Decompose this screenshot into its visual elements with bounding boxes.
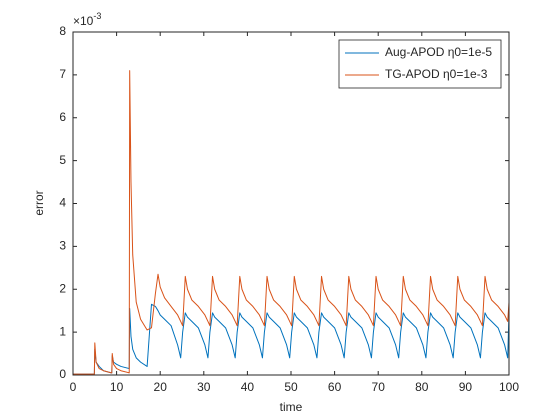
x-tick-label: 30	[197, 380, 211, 394]
plot-area	[73, 32, 509, 375]
legend-label: TG-APOD η0=1e-3	[385, 67, 488, 81]
axes-box	[72, 31, 510, 376]
y-exponent-base: ×10	[73, 14, 94, 28]
y-tick-label: 1	[59, 324, 66, 338]
x-tick-label: 70	[372, 380, 386, 394]
series-line	[73, 303, 510, 375]
y-tick-label: 2	[59, 281, 66, 295]
y-tick-label: 0	[59, 367, 66, 381]
y-tick-label: 3	[59, 239, 66, 253]
x-tick-label: 40	[241, 380, 255, 394]
x-tick-label: 100	[499, 380, 519, 394]
legend-label: Aug-APOD η0=1e-5	[385, 45, 492, 59]
x-tick-label: 90	[459, 380, 473, 394]
y-tick-label: 6	[59, 110, 66, 124]
y-tick-label: 4	[59, 196, 66, 210]
y-exponent: ×10-3	[73, 11, 101, 28]
y-tick-label: 5	[59, 153, 66, 167]
x-tick-label: 10	[110, 380, 124, 394]
y-tick-label: 7	[59, 67, 66, 81]
x-tick-label: 50	[284, 380, 298, 394]
x-tick-label: 80	[415, 380, 429, 394]
y-exponent-power: -3	[93, 11, 101, 21]
legend-box	[338, 39, 502, 89]
x-axis-label: time	[280, 400, 303, 414]
x-tick-label: 0	[70, 380, 77, 394]
x-tick-label: 60	[328, 380, 342, 394]
x-tick-label: 20	[154, 380, 168, 394]
y-axis-label: error	[32, 190, 46, 215]
y-tick-label: 8	[59, 24, 66, 38]
series-line	[73, 70, 510, 375]
